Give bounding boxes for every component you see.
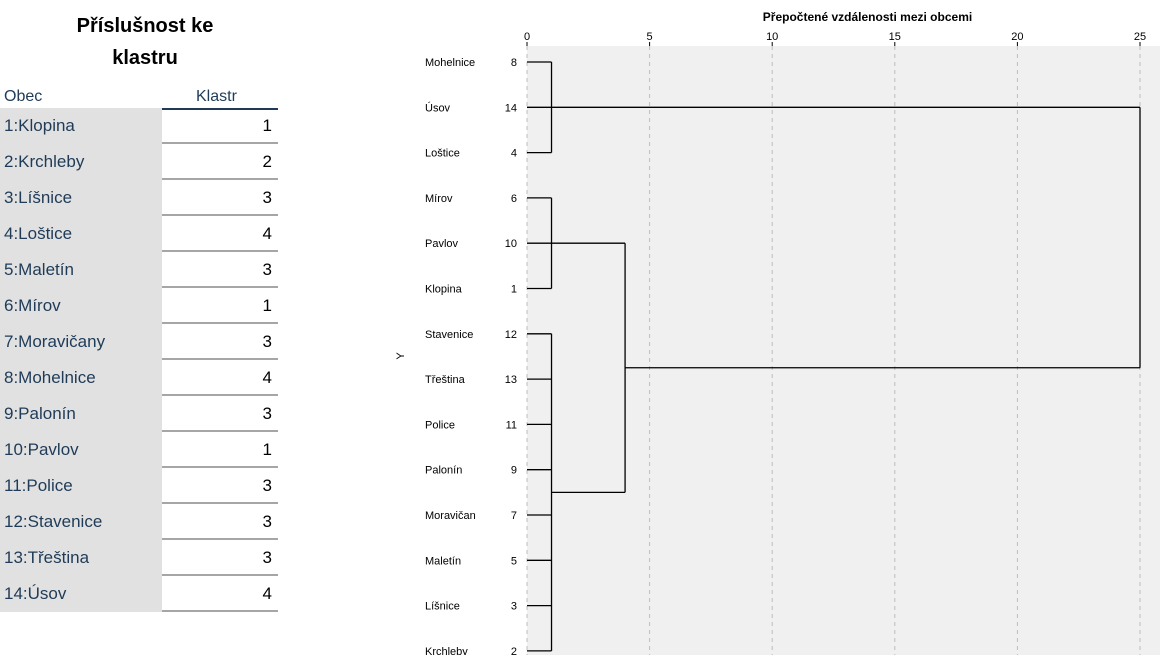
cell-obec: 7:Moravičany xyxy=(0,324,162,360)
leaf-id: 8 xyxy=(511,57,517,69)
chart-title: Přepočtené vzdálenosti mezi obcemi xyxy=(763,10,972,24)
leaf-id: 11 xyxy=(506,419,517,431)
table-row: 14:Úsov 4 xyxy=(0,576,278,612)
table-row: 13:Třeština 3 xyxy=(0,540,278,576)
table-header: Obec Klastr xyxy=(0,86,278,110)
leaf-id: 1 xyxy=(511,284,517,296)
table-row: 3:Líšnice 3 xyxy=(0,180,278,216)
leaf-id: 9 xyxy=(511,465,517,477)
cell-klastr: 3 xyxy=(162,180,278,216)
cell-obec: 6:Mírov xyxy=(0,288,162,324)
leaf-id: 10 xyxy=(505,238,517,250)
cell-klastr: 3 xyxy=(162,324,278,360)
y-axis-label: Y xyxy=(395,352,407,360)
cell-klastr: 4 xyxy=(162,576,278,612)
leaf-label: Mohelnice xyxy=(425,57,475,69)
cell-klastr: 3 xyxy=(162,468,278,504)
column-header-klastr: Klastr xyxy=(196,88,237,105)
table-row: 9:Palonín 3 xyxy=(0,396,278,432)
leaf-label: Loštice xyxy=(425,148,460,160)
cell-obec: 10:Pavlov xyxy=(0,432,162,468)
cell-obec: 4:Loštice xyxy=(0,216,162,252)
plot-area xyxy=(527,46,1160,655)
leaf-label: Police xyxy=(425,419,455,431)
cell-obec: 12:Stavenice xyxy=(0,504,162,540)
cell-obec: 13:Třeština xyxy=(0,540,162,576)
cell-obec: 11:Police xyxy=(0,468,162,504)
leaf-id: 3 xyxy=(511,601,517,613)
leaf-label: Úsov xyxy=(425,101,451,114)
leaf-id: 13 xyxy=(505,374,517,386)
leaf-id: 14 xyxy=(505,102,517,114)
cell-klastr: 1 xyxy=(162,432,278,468)
cell-obec: 8:Mohelnice xyxy=(0,360,162,396)
x-tick-label: 0 xyxy=(524,31,530,43)
dendrogram-panel: 0 5 10 15 20 25 Přepočtené vzdálenosti mezi ob… xyxy=(390,0,1160,658)
leaf-id: 5 xyxy=(511,555,517,567)
x-tick-label: 25 xyxy=(1134,31,1146,43)
leaf-id: 4 xyxy=(511,148,517,160)
cell-klastr: 4 xyxy=(162,216,278,252)
cell-klastr: 3 xyxy=(162,504,278,540)
leaf-id: 7 xyxy=(511,510,517,522)
cell-klastr: 4 xyxy=(162,360,278,396)
table-row: 7:Moravičany 3 xyxy=(0,324,278,360)
leaf-label: Líšnice xyxy=(425,601,460,613)
leaf-label: Třeština xyxy=(425,374,466,386)
leaf-label: Krchleby xyxy=(425,646,468,655)
column-header-obec: Obec xyxy=(4,88,43,105)
x-tick-label: 20 xyxy=(1011,31,1023,43)
table-row: 8:Mohelnice 4 xyxy=(0,360,278,396)
leaf-label: Klopina xyxy=(425,284,463,296)
cell-obec: 9:Palonín xyxy=(0,396,162,432)
table-row: 6:Mírov 1 xyxy=(0,288,278,324)
cluster-membership-panel: Příslušnost ke klastru Obec Klastr 1:Klo… xyxy=(0,0,290,655)
cell-obec: 1:Klopina xyxy=(0,108,162,144)
cell-obec: 3:Líšnice xyxy=(0,180,162,216)
panel-title-line2: klastru xyxy=(112,47,178,69)
leaf-id: 2 xyxy=(511,646,517,655)
cell-obec: 2:Krchleby xyxy=(0,144,162,180)
table-row: 11:Police 3 xyxy=(0,468,278,504)
panel-title-line1: Příslušnost ke xyxy=(76,15,214,37)
table-row: 2:Krchleby 2 xyxy=(0,144,278,180)
cell-obec: 5:Maletín xyxy=(0,252,162,288)
leaf-label: Pavlov xyxy=(425,238,459,250)
cell-obec: 14:Úsov xyxy=(0,576,162,612)
table-row: 5:Maletín 3 xyxy=(0,252,278,288)
cell-klastr: 1 xyxy=(162,288,278,324)
cell-klastr: 3 xyxy=(162,396,278,432)
cell-klastr: 2 xyxy=(162,144,278,180)
table-row: 12:Stavenice 3 xyxy=(0,504,278,540)
table-row: 10:Pavlov 1 xyxy=(0,432,278,468)
table-row: 1:Klopina 1 xyxy=(0,108,278,144)
leaf-label: Palonín xyxy=(425,465,462,477)
table-row: 4:Loštice 4 xyxy=(0,216,278,252)
leaf-label: Moravičan xyxy=(425,510,476,522)
x-tick-label: 15 xyxy=(889,31,901,43)
cell-klastr: 3 xyxy=(162,252,278,288)
cell-klastr: 1 xyxy=(162,108,278,144)
panel-title: Příslušnost ke klastru xyxy=(0,10,290,74)
x-tick-label: 10 xyxy=(766,31,778,43)
leaf-id: 12 xyxy=(505,329,517,341)
table-body: 1:Klopina 1 2:Krchleby 2 3:Líšnice 3 4:Loštice… xyxy=(0,108,290,612)
leaf-label: Stavenice xyxy=(425,329,473,341)
cell-klastr: 3 xyxy=(162,540,278,576)
leaf-label: Mírov xyxy=(425,193,453,205)
leaf-label: Maletín xyxy=(425,555,461,567)
x-tick-label: 5 xyxy=(647,31,653,43)
leaf-id: 6 xyxy=(511,193,517,205)
